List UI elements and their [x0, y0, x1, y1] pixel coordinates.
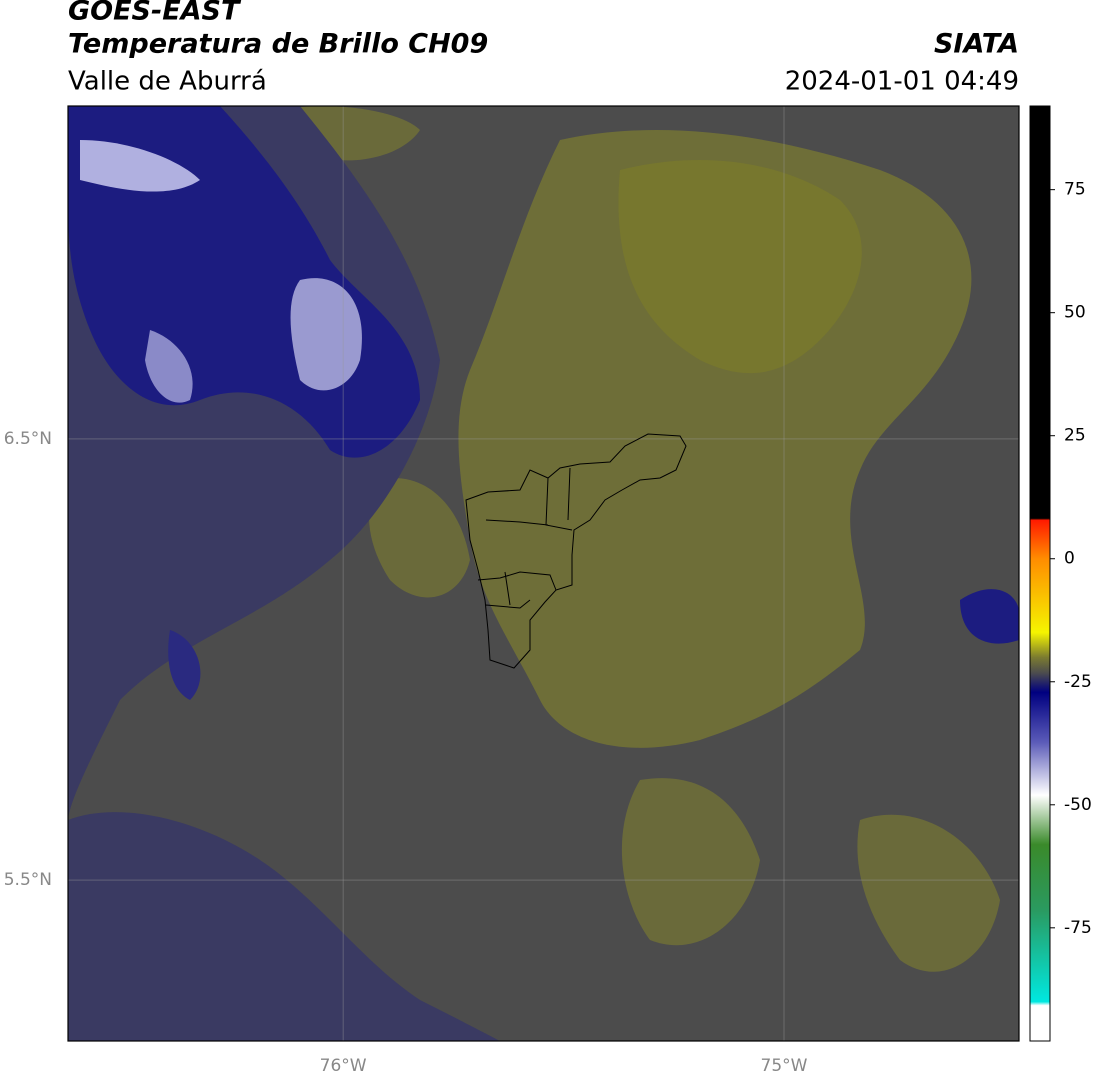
colorbar [1029, 105, 1051, 1042]
x-tick-label: 75°W [761, 1056, 808, 1076]
colorbar-tick-label: 25 [1064, 426, 1086, 446]
colorbar-tick-label: 0 [1064, 549, 1075, 569]
grid [68, 106, 1019, 1041]
title: GOES-EAST [68, 0, 242, 27]
colorbar-tick-label: -50 [1064, 795, 1092, 815]
x-tick-label: 76°W [320, 1056, 367, 1076]
region: Valle de Aburrá [68, 67, 267, 97]
colorbar-tick-label: 50 [1064, 303, 1086, 323]
map-frame [67, 105, 1020, 1042]
colorbar-tick-label: -75 [1064, 918, 1092, 938]
colorbar-tick-label: -25 [1064, 672, 1092, 692]
colorbar-tick-label: 75 [1064, 180, 1086, 200]
y-tick-label: 5.5°N [4, 870, 52, 890]
subtitle: Temperatura de Brillo CH09 [68, 29, 488, 60]
map-image [68, 106, 1019, 1041]
y-tick-label: 6.5°N [4, 429, 52, 449]
timestamp: 2024-01-01 04:49 [785, 67, 1019, 97]
brand: SIATA [934, 29, 1019, 60]
valley-boundary [465, 433, 687, 669]
